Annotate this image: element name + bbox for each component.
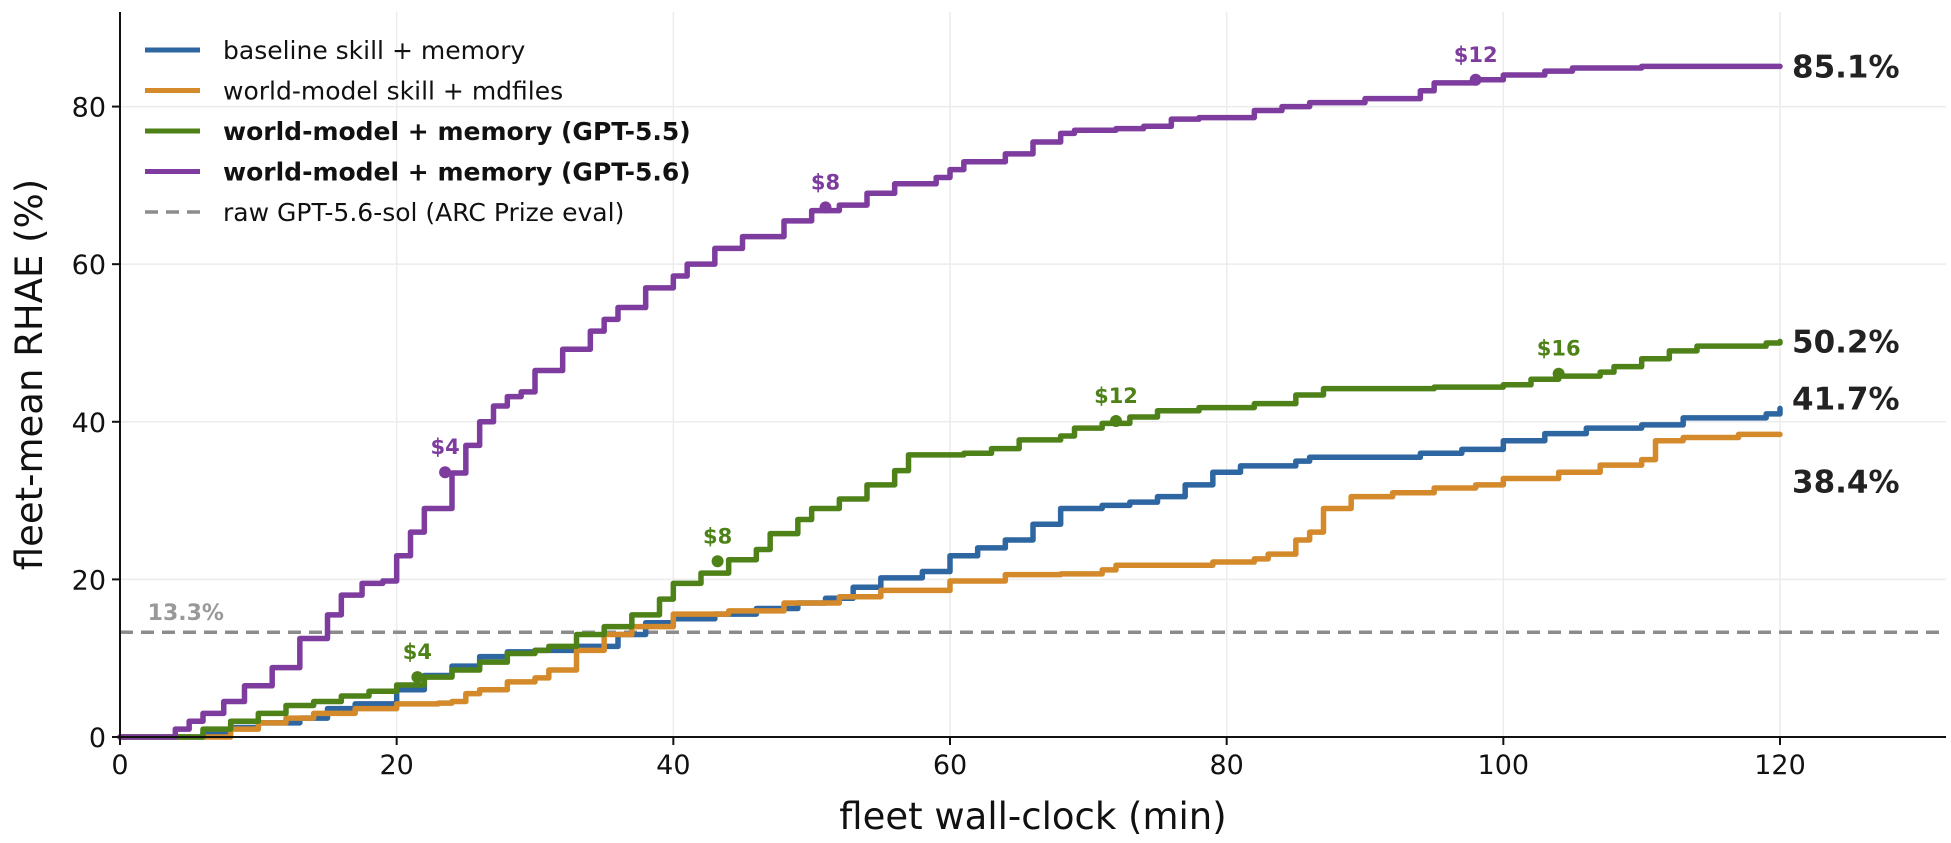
x-tick-label: 0: [111, 750, 128, 781]
axes: [119, 12, 1946, 738]
cost-marker-label: $12: [1454, 43, 1498, 67]
x-tick-label: 20: [379, 750, 413, 781]
series-line: [117, 431, 1783, 740]
legend-label: world-model + memory (GPT-5.5): [223, 117, 691, 146]
legend-label: world-model skill + mdfiles: [223, 77, 563, 106]
x-tick-label: 80: [1209, 750, 1243, 781]
y-tick-label: 60: [72, 250, 106, 281]
series-group: $4 $8 $12 $16 $4 $8 $12: [117, 43, 1783, 740]
cost-marker: [819, 201, 832, 214]
series-end-label: 50.2%: [1792, 324, 1900, 360]
series-end-label: 41.7%: [1792, 381, 1900, 417]
cost-marker-label: $8: [703, 524, 732, 548]
y-tick-label: 20: [72, 565, 106, 596]
series-end-label: 38.4%: [1792, 464, 1900, 500]
cost-marker-label: $8: [811, 170, 840, 194]
series-line: [117, 405, 1783, 740]
cost-marker: [411, 671, 424, 684]
x-tick-label: 120: [1754, 750, 1806, 781]
y-tick-label: 40: [72, 408, 106, 439]
cost-marker-label: $4: [403, 640, 432, 664]
series-1: [117, 431, 1783, 740]
legend-label: raw GPT-5.6-sol (ARC Prize eval): [223, 198, 624, 227]
reference-line-group: 13.3%: [120, 601, 1946, 634]
y-tick-label: 80: [72, 93, 106, 124]
x-tick-label: 40: [656, 750, 690, 781]
y-axis-title: fleet-mean RHAE (%): [8, 179, 51, 570]
series-line: [117, 63, 1783, 740]
cost-marker: [711, 555, 724, 568]
end-labels: 41.7% 38.4% 50.2% 85.1%: [1792, 49, 1900, 500]
series-0: [117, 405, 1783, 740]
x-tick-label: 60: [933, 750, 967, 781]
series-3: $4 $8 $12: [117, 43, 1783, 740]
cost-marker: [1469, 73, 1482, 86]
cost-marker: [1552, 367, 1565, 380]
cost-marker: [439, 466, 452, 479]
series-2: $4 $8 $12 $16: [117, 337, 1783, 740]
cost-marker-label: $16: [1537, 337, 1581, 361]
grid: [119, 12, 1946, 738]
ticks: 0 20 40 60 80 100 120 0 20 40 60 80: [72, 93, 1806, 781]
series-line: [117, 338, 1783, 740]
reference-line-label: 13.3%: [148, 601, 224, 626]
x-tick-label: 100: [1478, 750, 1530, 781]
legend-label: world-model + memory (GPT-5.6): [223, 158, 691, 187]
legend-label: baseline skill + memory: [223, 36, 526, 65]
series-end-label: 85.1%: [1792, 49, 1900, 85]
cost-marker: [1110, 414, 1122, 427]
legend: baseline skill + memory world-model skill…: [145, 36, 691, 227]
cost-marker-label: $4: [430, 435, 459, 459]
y-tick-label: 0: [89, 723, 106, 754]
cost-marker-label: $12: [1094, 384, 1138, 408]
x-axis-title: fleet wall-clock (min): [839, 795, 1226, 838]
